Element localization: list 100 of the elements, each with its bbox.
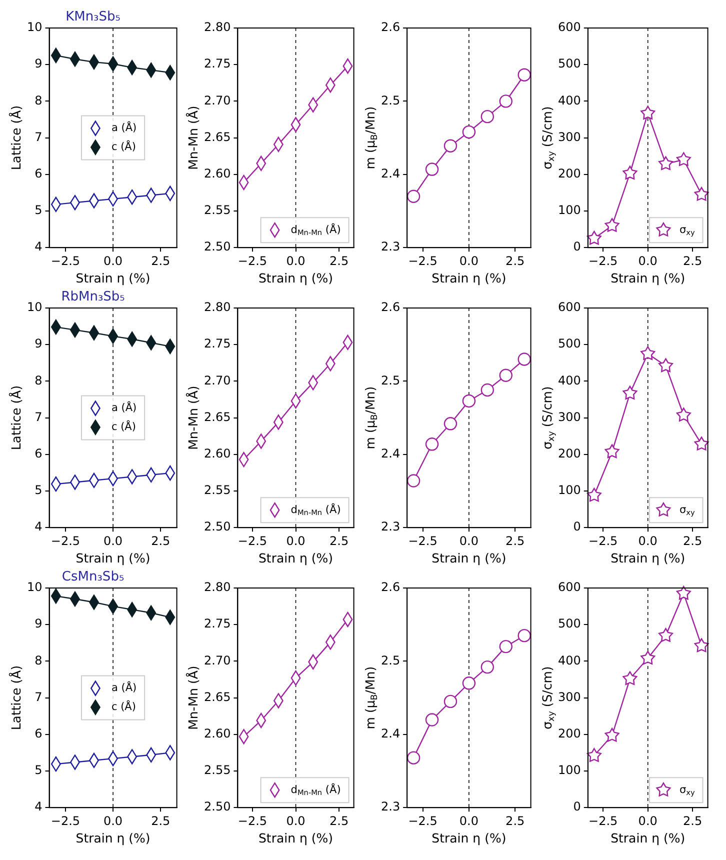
x-tick-label: 2.5 (151, 254, 170, 268)
point (462, 394, 476, 408)
x-tick-label: 0.0 (459, 534, 478, 548)
point (444, 139, 458, 152)
x-tick-label: 0.0 (286, 534, 306, 548)
y-tick-label: 7 (34, 130, 42, 144)
x-axis-title: Strain η (%) (610, 550, 686, 566)
y-tick-label: 2.80 (204, 20, 231, 34)
y-tick-label: 4 (34, 240, 42, 254)
point (425, 162, 439, 176)
y-tick-label: 2.60 (204, 726, 231, 741)
x-tick-label: 0.0 (286, 254, 306, 268)
y-tick-label: 2.65 (204, 410, 231, 424)
point (604, 444, 620, 458)
point (499, 640, 512, 654)
y-tick-label: 300 (558, 130, 581, 144)
y-tick-label: 2.6 (380, 580, 400, 594)
y-tick-label: 2.80 (204, 300, 231, 314)
y-tick-label: 4 (34, 800, 42, 814)
y-tick-label: 5 (34, 203, 42, 218)
x-axis-title: Strain η (%) (258, 270, 334, 286)
point (444, 694, 458, 708)
y-axis-title: Mn-Mn (Å) (185, 386, 200, 450)
point (518, 628, 531, 642)
y-axis-title: Lattice (Å) (8, 385, 24, 450)
legend-label: a (Å) (111, 401, 137, 414)
y-tick-label: 2.80 (204, 580, 231, 594)
point (676, 152, 691, 166)
x-tick-label: 2.5 (330, 254, 349, 268)
y-tick-label: 2.50 (204, 240, 231, 254)
y-tick-label: 500 (558, 56, 581, 71)
y-tick-label: 500 (558, 336, 581, 351)
y-tick-label: 9 (34, 336, 42, 351)
y-axis-title: Lattice (Å) (8, 665, 24, 730)
y-tick-label: 10 (26, 20, 42, 34)
x-tick-label: 0.0 (103, 254, 123, 268)
y-axis-title: Mn-Mn (Å) (185, 106, 200, 170)
y-tick-label: 9 (34, 56, 42, 71)
y-tick-label: 10 (26, 300, 42, 314)
x-tick-label: −2.5 (238, 254, 268, 268)
y-tick-label: 100 (558, 483, 581, 498)
y-tick-label: 6 (34, 166, 42, 181)
point (640, 346, 656, 360)
legend-label: c (Å) (111, 140, 136, 154)
y-axis-title: m (μB/Mn) (362, 106, 380, 170)
y-tick-label: 2.5 (380, 653, 400, 668)
y-tick-label: 2.65 (204, 130, 231, 144)
y-tick-label: 2.60 (204, 166, 231, 181)
x-tick-label: 2.5 (330, 814, 349, 828)
point (640, 650, 656, 665)
point (406, 190, 420, 203)
point (480, 660, 494, 674)
y-tick-label: 8 (34, 653, 42, 668)
y-tick-label: 4 (34, 520, 42, 534)
x-tick-label: 0.0 (103, 534, 123, 548)
point (499, 94, 512, 108)
x-tick-label: 2.5 (506, 534, 525, 548)
y-tick-label: 2.6 (380, 20, 400, 34)
x-axis-title: Strain η (%) (258, 830, 334, 846)
y-tick-label: 2.70 (204, 93, 231, 108)
y-tick-label: 100 (558, 763, 581, 778)
y-tick-label: 2.4 (380, 446, 400, 461)
y-tick-label: 2.55 (204, 763, 231, 778)
point (518, 68, 531, 82)
y-tick-label: 400 (558, 653, 581, 668)
y-tick-label: 10 (26, 580, 42, 594)
x-axis-title: Strain η (%) (432, 550, 506, 566)
point (586, 748, 602, 762)
y-tick-label: 8 (34, 373, 42, 388)
x-axis-title: Strain η (%) (432, 830, 506, 846)
y-tick-label: 5 (34, 483, 42, 498)
x-axis-title: Strain η (%) (76, 830, 150, 846)
y-tick-label: 6 (34, 726, 42, 741)
point (518, 352, 531, 366)
point (406, 751, 420, 764)
point (444, 417, 458, 430)
y-axis-title: σxy (S/cm) (539, 386, 558, 450)
point (676, 408, 691, 422)
y-tick-label: 2.5 (380, 93, 400, 108)
y-axis-title: σxy (S/cm) (539, 666, 558, 730)
y-tick-label: 2.55 (204, 203, 231, 218)
y-tick-label: 0 (573, 800, 581, 814)
y-tick-label: 100 (558, 203, 581, 218)
point (480, 383, 494, 397)
x-axis-title: Strain η (%) (258, 550, 334, 566)
point (462, 676, 476, 690)
x-tick-label: −2.5 (588, 814, 618, 828)
point (406, 474, 420, 488)
x-tick-label: −2.5 (588, 534, 618, 548)
x-tick-label: 2.5 (506, 814, 525, 828)
y-tick-label: 2.75 (204, 616, 231, 631)
x-tick-label: 2.5 (683, 254, 702, 268)
y-axis-title: Mn-Mn (Å) (185, 666, 200, 730)
point (694, 436, 709, 450)
chart-title: RbMn₃Sb₅ (61, 289, 125, 304)
x-tick-label: 2.5 (683, 534, 702, 548)
point (694, 186, 709, 201)
x-tick-label: −2.5 (50, 254, 80, 268)
y-tick-label: 2.50 (204, 800, 231, 814)
point (462, 125, 476, 139)
